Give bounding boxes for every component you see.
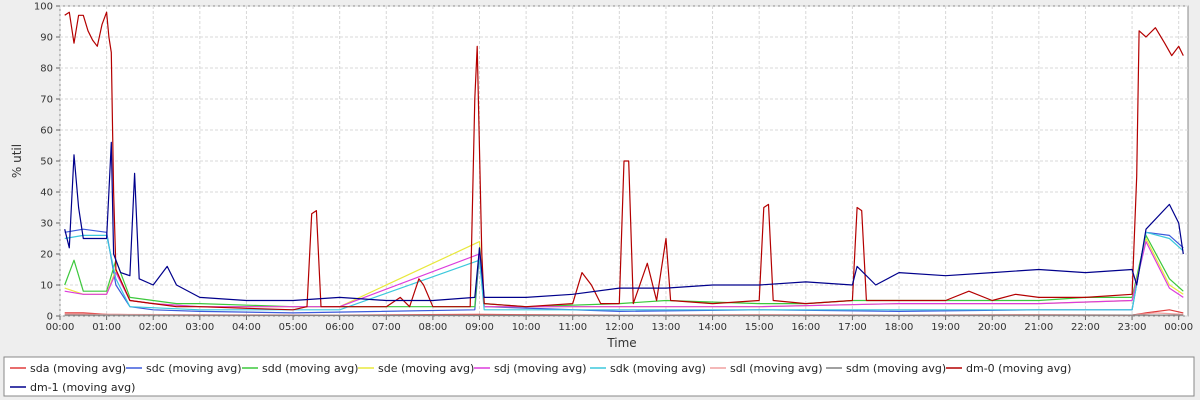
x-tick-label: 15:00 [745, 322, 774, 333]
legend-label: sdj (moving avg) [494, 362, 587, 375]
x-tick-label: 14:00 [698, 322, 727, 333]
x-tick-label: 18:00 [885, 322, 914, 333]
x-tick-label: 11:00 [558, 322, 587, 333]
x-tick-label: 06:00 [325, 322, 354, 333]
x-tick-label: 19:00 [931, 322, 960, 333]
x-tick-label: 20:00 [978, 322, 1007, 333]
x-tick-label: 22:00 [1071, 322, 1100, 333]
x-tick-label: 23:00 [1118, 322, 1147, 333]
y-axis-title: % util [10, 144, 24, 178]
legend-label: dm-0 (moving avg) [966, 362, 1071, 375]
x-tick-label: 13:00 [652, 322, 681, 333]
y-tick-label: 90 [40, 33, 53, 44]
x-tick-label: 05:00 [279, 322, 308, 333]
x-axis-ticks: 00:00 01:00 02:00 03:00 04:00 05:00 06:00 07:00… [46, 316, 1193, 333]
x-tick-label: 00:00 [1164, 322, 1193, 333]
legend-label: dm-1 (moving avg) [30, 381, 135, 394]
y-tick-label: 80 [40, 64, 53, 75]
legend-label: sde (moving avg) [378, 362, 474, 375]
y-tick-label: 30 [40, 219, 53, 230]
legend-label: sdm (moving avg) [846, 362, 946, 375]
legend-label: sdd (moving avg) [262, 362, 358, 375]
series-lines [64, 11, 1184, 316]
y-tick-label: 60 [40, 126, 53, 137]
x-tick-label: 08:00 [418, 322, 447, 333]
x-tick-label: 07:00 [372, 322, 401, 333]
y-tick-label: 70 [40, 95, 53, 106]
gridlines [59, 5, 1188, 317]
y-tick-label: 100 [34, 2, 53, 13]
x-axis-title: Time [606, 336, 636, 350]
x-tick-label: 02:00 [139, 322, 168, 333]
x-tick-label: 17:00 [838, 322, 867, 333]
x-tick-label: 00:00 [46, 322, 75, 333]
x-tick-label: 04:00 [232, 322, 261, 333]
x-tick-label: 12:00 [605, 322, 634, 333]
x-tick-label: 09:00 [465, 322, 494, 333]
legend-label: sdc (moving avg) [146, 362, 242, 375]
y-tick-label: 40 [40, 188, 53, 199]
x-tick-label: 03:00 [185, 322, 214, 333]
legend-label: sdk (moving avg) [610, 362, 706, 375]
y-tick-label: 10 [40, 281, 53, 292]
series-line-10 [64, 141, 1184, 302]
x-tick-label: 16:00 [791, 322, 820, 333]
legend-box [3, 356, 1195, 397]
y-axis-ticks: 0 10 20 30 40 50 60 70 80 90 100 [34, 2, 60, 323]
y-tick-label: 50 [40, 157, 53, 168]
x-tick-label: 01:00 [92, 322, 121, 333]
y-tick-label: 0 [47, 312, 53, 323]
series-line-9 [64, 11, 1184, 311]
legend-label: sda (moving avg) [30, 362, 126, 375]
y-tick-label: 20 [40, 250, 53, 261]
x-tick-label: 21:00 [1024, 322, 1053, 333]
legend: sda (moving avg) sdc (moving avg) sdd (mov… [10, 362, 1071, 394]
x-tick-label: 10:00 [512, 322, 541, 333]
legend-label: sdl (moving avg) [730, 362, 823, 375]
